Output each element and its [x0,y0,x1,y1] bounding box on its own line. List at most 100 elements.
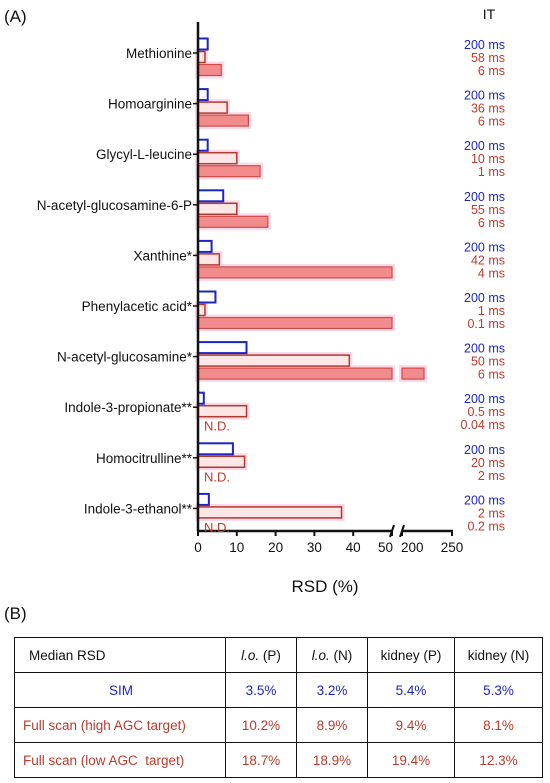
it-label: 50 ms [471,355,505,369]
it-label: 200 ms [464,493,505,507]
it-label: 2 ms [478,506,505,520]
it-label: 55 ms [471,203,505,217]
not-detected-label: N.D. [204,469,230,484]
it-label: 0.2 ms [467,519,505,533]
bar-sim [197,492,210,506]
category-label: Methionine [126,46,192,61]
table-header-suffix: (P) [262,647,281,663]
it-label: 6 ms [478,216,505,230]
x-tick-label: 10 [229,540,244,555]
table-row-label: Full scan (low AGC target) [14,742,226,778]
panel-a-label: (A) [4,7,27,26]
bar-group [197,37,425,519]
table-cell: 5.4% [366,672,456,708]
table-cell: 8.1% [454,707,543,743]
it-label: 4 ms [478,266,505,280]
table-cell: 3.2% [296,672,368,708]
it-label: 20 ms [471,456,505,470]
x-tick-label: 40 [346,540,361,555]
table-row: Full scan (high AGC target) 10.2% 8.9% 9… [14,707,543,743]
not-detected-label: N.D. [204,419,230,434]
table-cell: 5.3% [454,672,543,708]
it-label: 0.1 ms [467,317,505,331]
bar-sim [197,239,213,253]
x-tick-label: 200 [401,540,424,555]
bar-full_high [197,455,246,469]
it-label: 2 ms [478,469,505,483]
x-tick-label: 20 [268,540,283,555]
table-header-italic: l.o. [241,647,260,663]
it-label: 200 ms [464,190,505,204]
table-cell: 8.9% [296,707,368,743]
it-label: 200 ms [464,89,505,103]
axes [193,22,453,538]
bar-full_low-continued [401,367,425,380]
category-label: Homocitrulline** [96,451,193,466]
bar-full_high [197,404,248,418]
table-header-cell: l.o. (P) [225,637,297,673]
category-label: Indole-3-ethanol** [84,501,193,516]
category-label: Phenylacetic acid* [82,299,193,314]
table-cell: 12.3% [454,742,543,778]
bar-full_low [197,114,250,127]
it-header: IT [483,6,496,22]
table-cell: 10.2% [225,707,297,743]
table-row: Full scan (low AGC target) 18.7% 18.9% 1… [14,742,543,778]
category-label: Glycyl-L-leucine [96,147,192,162]
bar-full_low [197,215,269,228]
bar-sim [197,189,225,203]
bar-full_low [197,266,393,279]
it-label: 36 ms [471,102,505,116]
it-label: 6 ms [478,115,505,129]
bar-sim [197,442,234,456]
it-label: 1 ms [478,304,505,318]
it-label: 200 ms [464,38,505,52]
category-label: N-acetyl-glucosamine-6-P [37,198,192,213]
table-cell: 18.7% [225,742,297,778]
it-label: 10 ms [471,152,505,166]
category-label: Homoarginine [108,97,192,112]
it-label: 0.04 ms [461,418,505,432]
it-label: 42 ms [471,253,505,267]
table-row-label: SIM [14,672,226,708]
it-label: 1 ms [478,165,505,179]
table-header-cell: Median RSD [14,637,226,673]
bar-full_low [197,165,261,178]
bar-full_high [197,506,343,519]
x-tick-label: 30 [307,540,322,555]
bar-full_high [197,202,238,216]
table-header-cell: kidney (P) [366,637,456,673]
category-label: Xanthine* [133,248,192,263]
it-label: 200 ms [464,342,505,356]
x-tick-label: 50 [378,540,393,555]
bar-sim [197,88,209,102]
bar-sim [197,37,209,51]
table-header-italic: l.o. [311,647,330,663]
bar-full_high [197,354,351,367]
x-axis-label: RSD (%) [291,577,358,596]
bar-sim [197,138,209,152]
category-label: Indole-3-propionate** [64,400,192,415]
table-header-suffix: (N) [333,647,353,663]
it-label: 6 ms [478,64,505,78]
bar-full_low [197,367,393,380]
median-rsd-table: Median RSD l.o. (P) l.o. (N) kidney (P) … [14,637,543,778]
it-label: 6 ms [478,368,505,382]
it-label: 200 ms [464,139,505,153]
table-cell: 9.4% [366,707,456,743]
x-tick-label: 0 [194,540,202,555]
it-label: 200 ms [464,392,505,406]
bar-full_low [197,63,222,77]
bar-sim [197,290,217,304]
it-label: 58 ms [471,51,505,65]
bar-full_high [197,101,228,114]
table-header-row: Median RSD l.o. (P) l.o. (N) kidney (P) … [14,637,543,673]
table-row-label: Full scan (high AGC target) [14,707,226,743]
table-header-cell: l.o. (N) [296,637,368,673]
bar-full_low [197,316,393,330]
it-label: 200 ms [464,240,505,254]
bar-full_high [197,151,238,165]
bar-sim [197,341,248,355]
